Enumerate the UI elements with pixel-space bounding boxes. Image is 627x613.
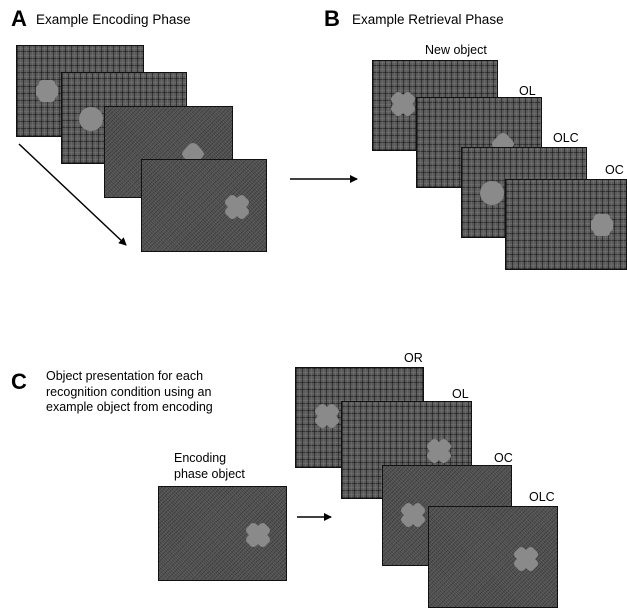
four-lobed-object-icon [315, 404, 339, 428]
condition-label-oc: OC [494, 451, 513, 465]
four-lobed-object-icon [391, 92, 415, 116]
panel-a-title: Example Encoding Phase [36, 12, 191, 27]
condition-label-olc: OLC [529, 490, 555, 504]
retrieval-label-new-object: New object [425, 43, 487, 57]
encoding-phase-object-label: Encoding phase object [174, 451, 245, 481]
panel-c-title: Object presentation for each recognition… [46, 369, 213, 414]
condition-label-or: OR [404, 351, 423, 365]
four-lobed-object-icon [401, 503, 425, 527]
encoding-sequence-arrow [18, 143, 127, 246]
condition-label-ol: OL [452, 387, 469, 401]
retrieval-label-oc: OC [605, 163, 624, 177]
four-lobed-object-icon [514, 547, 538, 571]
circle-object-icon [79, 107, 103, 131]
four-lobed-object-icon [427, 439, 451, 463]
encoding-phase-object-stimulus [158, 486, 287, 581]
retrieval-label-ol: OL [519, 84, 536, 98]
blob-object-icon [591, 214, 613, 236]
condition-stimulus-olc [428, 506, 558, 608]
panel-b-title: Example Retrieval Phase [352, 12, 504, 27]
retrieval-label-olc: OLC [553, 131, 579, 145]
blob-object-icon [36, 80, 58, 102]
encoding-stimulus-4 [141, 159, 267, 252]
panel-b-letter: B [324, 6, 340, 31]
panel-a-letter: A [11, 6, 27, 31]
four-lobed-object-icon [225, 195, 249, 219]
circle-object-icon [480, 181, 504, 205]
four-lobed-object-icon [246, 523, 270, 547]
panel-c-letter: C [11, 369, 27, 394]
retrieval-stimulus-oc [505, 179, 627, 270]
